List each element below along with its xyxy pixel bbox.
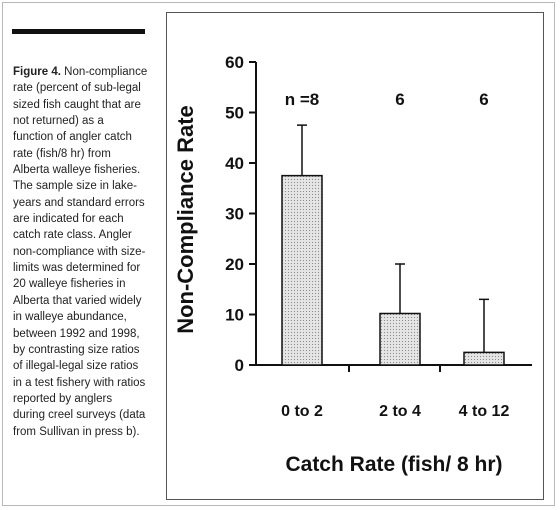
figure-rule bbox=[12, 29, 145, 34]
caption-line: rate (fish/8 hr) from bbox=[13, 147, 111, 160]
caption-line: in a test fishery with ratios bbox=[13, 376, 146, 389]
y-tick-label: 20 bbox=[225, 255, 244, 274]
caption-line: Alberta walleye fisheries. bbox=[13, 164, 141, 177]
caption-line: non-compliance with size- bbox=[13, 245, 146, 258]
y-axis-title: Non-Compliance Rate bbox=[173, 105, 198, 334]
caption-line: from Sullivan in press b). bbox=[13, 425, 140, 438]
figure-frame bbox=[2, 2, 555, 506]
caption-line: during creel surveys (data bbox=[13, 409, 146, 422]
caption-line: Non-compliance bbox=[60, 66, 148, 78]
caption-line: of illegal-legal size ratios bbox=[13, 360, 139, 373]
caption-line: sized fish caught that are bbox=[13, 98, 141, 111]
sample-size-label: 6 bbox=[479, 90, 488, 109]
figure-caption: Figure 4. Non-compliance rate (percent of… bbox=[13, 64, 153, 440]
chart-panel: 0 10 20 30 40 50 60 n =8 0 to 2 6 2 to 4 6 4 to 12 No… bbox=[166, 12, 544, 500]
caption-label: Figure 4. bbox=[13, 66, 61, 78]
caption-line: years and standard errors bbox=[13, 196, 145, 209]
y-tick-label: 50 bbox=[225, 104, 244, 123]
category-label: 2 to 4 bbox=[379, 403, 421, 420]
category-label: 0 to 2 bbox=[281, 403, 323, 420]
caption-line: not returned) as a bbox=[13, 115, 104, 128]
y-tick-label: 40 bbox=[225, 154, 244, 173]
sample-size-label: 6 bbox=[395, 90, 404, 109]
caption-line: between 1992 and 1998, bbox=[13, 327, 140, 340]
bar bbox=[379, 312, 421, 366]
caption-line: Alberta that varied widely bbox=[13, 294, 142, 307]
caption-line: catch rate class. Angler bbox=[13, 229, 132, 242]
caption-line: reported by anglers bbox=[13, 392, 113, 405]
caption-line: The sample size in lake- bbox=[13, 180, 137, 193]
y-tick-label: 10 bbox=[225, 306, 244, 325]
sample-size-label: n =8 bbox=[285, 90, 320, 109]
x-axis-title: Catch Rate (fish/ 8 hr) bbox=[285, 453, 502, 476]
category-label: 4 to 12 bbox=[459, 403, 510, 420]
bar bbox=[281, 174, 323, 366]
caption-line: function of angler catch bbox=[13, 131, 132, 144]
y-tick-label: 30 bbox=[225, 205, 244, 224]
caption-line: by contrasting size ratios bbox=[13, 343, 140, 356]
bar bbox=[463, 351, 505, 366]
y-tick-label: 0 bbox=[235, 356, 244, 375]
caption-line: rate (percent of sub-legal bbox=[13, 82, 141, 95]
y-tick-label: 60 bbox=[225, 53, 244, 72]
caption-line: are indicated for each bbox=[13, 213, 124, 226]
bar-chart: 0 10 20 30 40 50 60 n =8 0 to 2 6 2 to 4 6 4 to 12 No… bbox=[173, 53, 532, 476]
caption-line: in walleye abundance, bbox=[13, 311, 127, 324]
caption-line: 20 walleye fisheries in bbox=[13, 278, 126, 291]
caption-line: limits was determined for bbox=[13, 262, 141, 275]
